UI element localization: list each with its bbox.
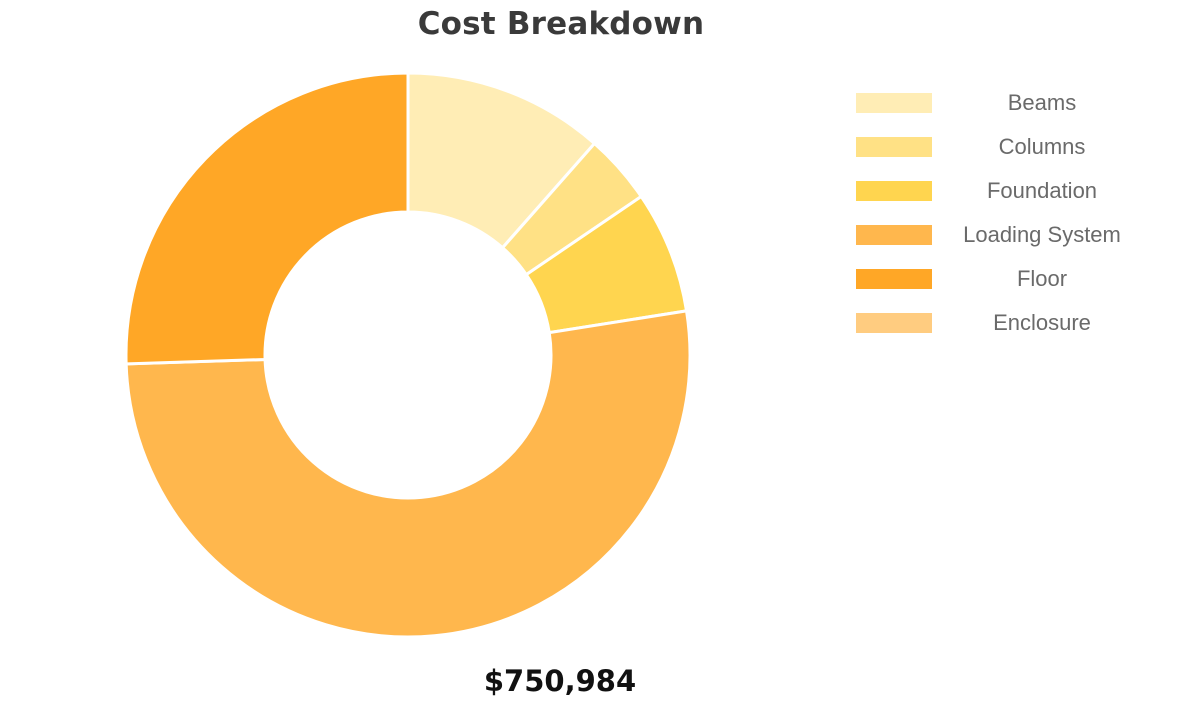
slice-floor[interactable] <box>124 71 410 366</box>
legend-item-enclosure[interactable]: Enclosure <box>856 308 1146 352</box>
legend-item-columns[interactable]: Columns <box>856 132 1146 176</box>
legend-item-loading-system[interactable]: Loading System <box>856 220 1146 264</box>
donut-chart <box>124 71 692 639</box>
legend-swatch-foundation <box>856 181 932 201</box>
legend-label-enclosure: Enclosure <box>993 310 1091 335</box>
total-cost-label: $750,984 <box>483 664 637 698</box>
chart-title: Cost Breakdown <box>417 6 705 42</box>
legend-label-beams: Beams <box>1007 90 1077 115</box>
legend-item-foundation[interactable]: Foundation <box>856 176 1146 220</box>
legend-label-loading-system: Loading System <box>963 222 1121 247</box>
legend-swatch-loading-system <box>856 225 932 245</box>
legend-label-foundation: Foundation <box>986 178 1098 203</box>
legend-swatch-enclosure <box>856 313 932 333</box>
legend-swatch-beams <box>856 93 932 113</box>
chart-legend: Beams Columns Foundation Loading System Floo… <box>856 88 1146 352</box>
legend-swatch-columns <box>856 137 932 157</box>
legend-item-floor[interactable]: Floor <box>856 264 1146 308</box>
slice-loading-system[interactable] <box>124 309 692 639</box>
legend-label-floor: Floor <box>1016 266 1068 291</box>
legend-label-columns: Columns <box>998 134 1086 159</box>
legend-swatch-floor <box>856 269 932 289</box>
legend-item-beams[interactable]: Beams <box>856 88 1146 132</box>
